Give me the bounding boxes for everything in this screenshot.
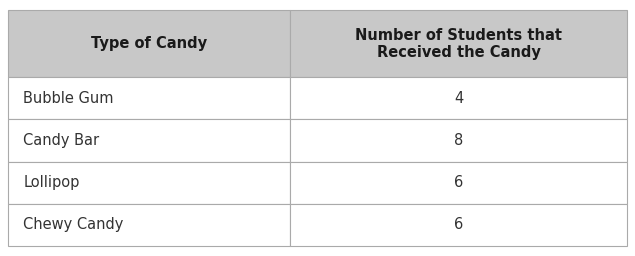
Text: 6: 6 xyxy=(454,175,463,190)
Bar xyxy=(8,120,290,162)
Bar xyxy=(8,162,290,204)
Bar xyxy=(8,77,290,120)
Text: 6: 6 xyxy=(454,217,463,232)
Bar xyxy=(8,10,290,77)
Bar xyxy=(290,204,627,246)
Text: 4: 4 xyxy=(454,91,463,106)
Text: Lollipop: Lollipop xyxy=(23,175,80,190)
Bar xyxy=(290,120,627,162)
Text: Bubble Gum: Bubble Gum xyxy=(23,91,114,106)
Text: Chewy Candy: Chewy Candy xyxy=(23,217,124,232)
Bar xyxy=(290,77,627,120)
Bar xyxy=(290,10,627,77)
Text: Candy Bar: Candy Bar xyxy=(23,133,100,148)
Bar xyxy=(290,162,627,204)
Text: 8: 8 xyxy=(454,133,463,148)
Bar xyxy=(8,204,290,246)
Text: Type of Candy: Type of Candy xyxy=(91,36,206,51)
Text: Number of Students that
Received the Candy: Number of Students that Received the Can… xyxy=(355,28,562,60)
